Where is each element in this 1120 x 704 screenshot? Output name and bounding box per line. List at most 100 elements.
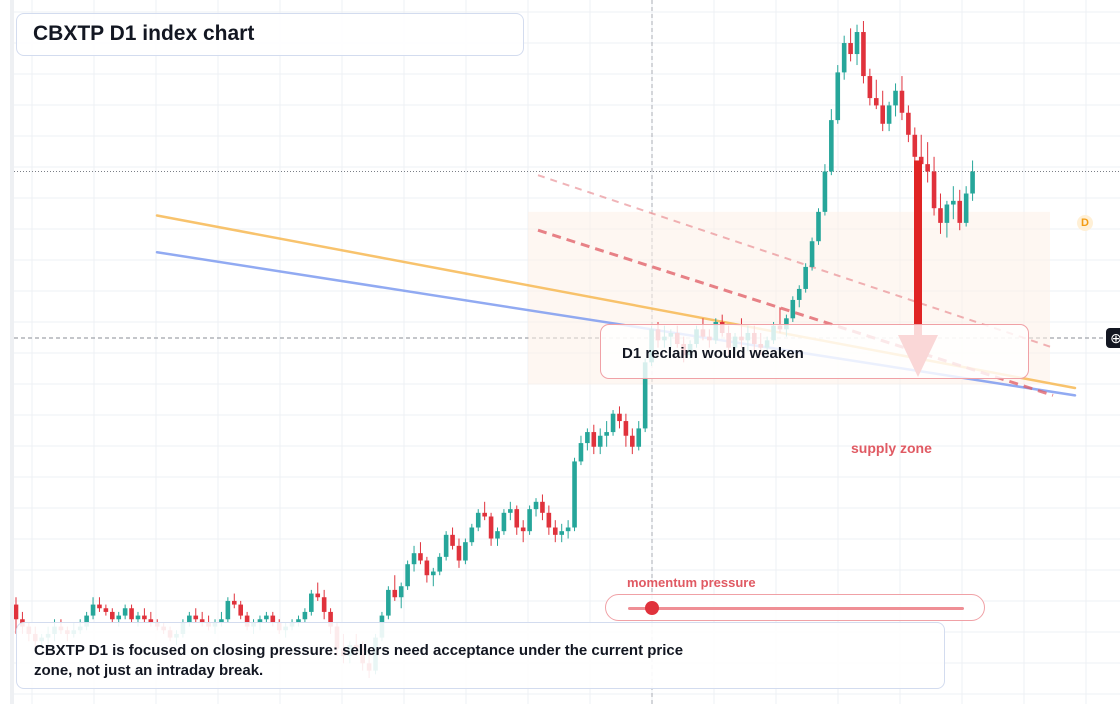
candle-body: [957, 200, 963, 223]
candle-body: [816, 211, 821, 242]
candle-body: [642, 362, 648, 429]
candle-body: [456, 545, 462, 561]
candle-body: [906, 112, 911, 135]
candle-body: [508, 509, 513, 513]
candle-body: [90, 604, 96, 616]
candle-body: [854, 32, 860, 55]
candle-body: [931, 171, 937, 209]
candle-body: [424, 560, 430, 576]
crosshair-icon[interactable]: ⊕: [1106, 328, 1120, 348]
candle-body: [944, 204, 950, 223]
candle-body: [514, 509, 520, 528]
candle-body: [893, 90, 898, 106]
arrow-shaft: [914, 160, 922, 338]
candle-body: [829, 120, 834, 172]
candle-body: [443, 534, 449, 557]
candle-body: [501, 512, 507, 532]
candle-body: [912, 134, 918, 157]
candle-body: [809, 241, 815, 267]
candle-body: [796, 288, 802, 300]
candle-body: [398, 586, 404, 598]
candle-body: [578, 443, 584, 462]
candle-body: [463, 542, 468, 561]
candle-body: [841, 43, 847, 73]
candle-body: [219, 619, 224, 623]
reclaim-callout: D1 reclaim would weaken: [600, 324, 1029, 379]
candle-body: [951, 200, 956, 205]
candle-body: [610, 413, 616, 433]
candle-body: [315, 593, 321, 598]
candle-body: [116, 615, 122, 620]
analysis-note: CBXTP D1 is focused on closing pressure:…: [16, 622, 945, 689]
supply-zone-label: supply zone: [851, 440, 932, 456]
candle-body: [970, 171, 975, 194]
candle-body: [520, 527, 526, 532]
candle-body: [84, 615, 89, 627]
candle-body: [270, 615, 276, 623]
candle-body: [822, 171, 828, 212]
candle-body: [861, 32, 866, 77]
candle-body: [597, 435, 603, 447]
candle-body: [13, 604, 19, 620]
candle-body: [135, 615, 141, 620]
candle-body: [129, 608, 134, 620]
candle-body: [540, 501, 545, 513]
candle-body: [475, 512, 481, 528]
candle-body: [231, 600, 237, 605]
candle-body: [790, 299, 796, 319]
candle-body: [257, 619, 263, 623]
candle-body: [450, 534, 455, 546]
candle-body: [886, 105, 892, 124]
candle-body: [309, 593, 314, 612]
momentum-knob[interactable]: [644, 601, 659, 615]
callout-text: D1 reclaim would weaken: [622, 345, 804, 362]
candle-body: [803, 266, 808, 289]
candle-body: [296, 619, 301, 623]
candle-body: [488, 516, 494, 539]
candle-body: [225, 600, 231, 620]
momentum-slider[interactable]: [605, 594, 985, 621]
left-scroll-rail[interactable]: [10, 0, 14, 704]
candle-body: [604, 432, 609, 436]
candle-body: [938, 208, 943, 223]
candle-body: [148, 619, 154, 623]
candle-body: [437, 556, 443, 572]
candle-body: [533, 501, 539, 510]
candle-body: [835, 72, 841, 121]
momentum-track: [628, 607, 964, 610]
candle-body: [238, 604, 243, 616]
candle-body: [244, 615, 250, 627]
candle-body: [880, 105, 885, 124]
candle-body: [630, 435, 635, 447]
candle-body: [418, 553, 423, 561]
candle-body: [392, 589, 398, 598]
candle-body: [469, 527, 475, 543]
candle-body: [585, 432, 590, 444]
candle-body: [302, 611, 308, 620]
candle-body: [110, 611, 115, 620]
candle-body: [591, 432, 597, 447]
candle-body: [386, 589, 391, 616]
candle-body: [431, 571, 436, 576]
candle-body: [142, 615, 147, 620]
candle-body: [199, 619, 205, 623]
price-badge: D: [1077, 215, 1093, 231]
candle-body: [623, 421, 629, 436]
momentum-label: momentum pressure: [627, 575, 756, 590]
candle-body: [321, 597, 327, 612]
candle-body: [572, 461, 577, 528]
candle-body: [328, 611, 333, 627]
candle-body: [899, 90, 905, 113]
candle-body: [925, 164, 930, 172]
candle-body: [784, 318, 789, 330]
candle-body: [559, 531, 564, 535]
candle-body: [546, 512, 552, 528]
candle-body: [495, 531, 500, 539]
analysis-note-text: CBXTP D1 is focused on closing pressure:…: [34, 642, 684, 679]
chart-title-panel: CBXTP D1 index chart: [16, 13, 524, 56]
candle-body: [848, 43, 853, 55]
candle-body: [264, 615, 269, 620]
chart-title: CBXTP D1 index chart: [33, 22, 255, 45]
candle-body: [527, 509, 532, 532]
candle-body: [405, 564, 410, 587]
